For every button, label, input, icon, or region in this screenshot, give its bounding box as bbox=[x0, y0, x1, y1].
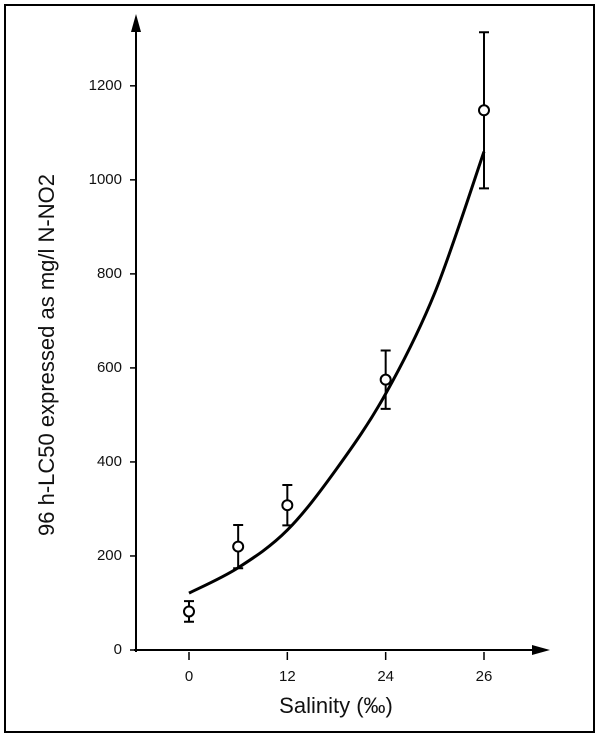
y-tick-label: 200 bbox=[97, 547, 122, 564]
data-point bbox=[183, 605, 195, 618]
x-tick-label: 12 bbox=[279, 668, 296, 685]
y-axis-label: 96 h-LC50 expressed as mg/l N-NO2 bbox=[34, 174, 59, 536]
x-tick-label: 26 bbox=[476, 668, 493, 685]
x-tick-label: 24 bbox=[377, 668, 394, 685]
y-tick-label: 400 bbox=[97, 453, 122, 470]
data-point bbox=[232, 540, 245, 553]
x-tick-label: 0 bbox=[185, 668, 193, 685]
data-point bbox=[379, 373, 392, 386]
frame bbox=[4, 4, 595, 733]
y-tick-label: 800 bbox=[97, 265, 122, 282]
fit-curve bbox=[188, 151, 486, 595]
y-tick-label: 1000 bbox=[89, 171, 122, 188]
y-arrow bbox=[131, 14, 141, 32]
x-axis-label: Salinity (‰) bbox=[279, 693, 393, 718]
data-point bbox=[281, 499, 294, 512]
x-arrow bbox=[532, 645, 550, 655]
y-tick-label: 1200 bbox=[89, 77, 122, 94]
data-point bbox=[478, 104, 490, 117]
y-tick-label: 600 bbox=[97, 359, 122, 376]
y-tick-label: 0 bbox=[114, 641, 122, 658]
